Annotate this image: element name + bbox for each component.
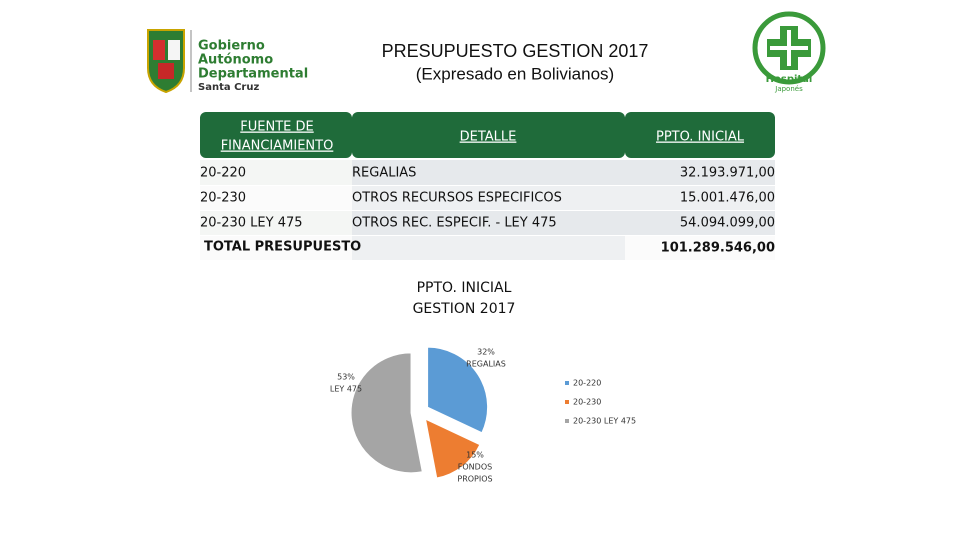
logo-text: Santa Cruz [198,82,259,93]
value-label: 15% [466,451,484,460]
logo-text: Hospital [766,74,813,85]
total-label: TOTAL PRESUPUESTO [204,240,361,255]
column-header: PPTO. INICIAL [656,130,745,145]
table-cell: 20-220 [200,166,246,181]
logo-text: Departamental [198,67,308,82]
legend-label: 20-230 [573,398,601,407]
table: FUENTE DE FINANCIAMIENTO DETALLE PPTO. I… [200,112,775,260]
slice-label: REGALIAS [466,360,506,369]
right-logo: Hospital Japonés [752,11,826,93]
value-label: 32% [477,348,495,357]
slice-label: LEY 475 [330,385,362,394]
left-logo: Gobierno Autónomo Departamental Santa Cr… [147,29,308,94]
logo-text: Gobierno [198,39,265,54]
total-value: 101.289.546,00 [661,241,775,256]
slice-label: FONDOS [458,463,492,472]
chart-title: PPTO. INICIAL [417,280,512,296]
legend-swatch [565,400,569,404]
legend-swatch [565,419,569,423]
table-cell: 20-230 LEY 475 [200,216,303,231]
logo-text: Autónomo [198,53,273,68]
chart-subtitle: GESTION 2017 [413,301,516,317]
column-header: FUENTE DE [240,120,313,135]
table-cell: 20-230 [200,191,246,206]
pie-slice [427,346,489,434]
legend-label: 20-220 [573,379,601,388]
table-cell: REGALIAS [352,166,416,181]
value-label: 53% [337,373,355,382]
legend-swatch [565,381,569,385]
pie-slice [350,352,423,474]
slice-label: PROPIOS [457,475,492,484]
table-cell: OTROS RECURSOS ESPECIFICOS [352,191,562,206]
logo-text: Japonés [774,85,803,93]
subtitle: (Expresado en Bolivianos) [416,64,614,83]
table-cell: OTROS REC. ESPECIF. - LEY 475 [352,216,557,231]
table-cell: 54.094.099,00 [680,216,775,231]
table-cell: 15.001.476,00 [680,191,775,206]
legend-label: 20-230 LEY 475 [573,417,636,426]
column-header: DETALLE [460,130,517,145]
pie-slice [424,418,481,479]
column-header: FINANCIAMIENTO [221,139,334,154]
pie-chart: 32% REGALIAS 15% FONDOS PROPIOS 53% LEY 475 20-… [330,346,636,484]
title: PRESUPUESTO GESTION 2017 [382,41,649,61]
table-cell: 32.193.971,00 [680,166,775,181]
